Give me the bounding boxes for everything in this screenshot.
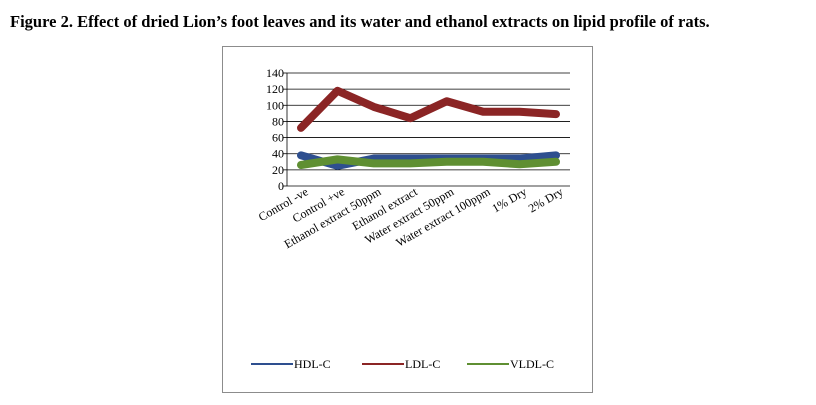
y-tick-label: 0 [278, 179, 284, 193]
legend-label: LDL-C [405, 357, 440, 371]
y-tick-label: 100 [266, 98, 284, 112]
y-tick-labels: 0 20 40 60 80 100 120 140 [266, 66, 284, 193]
y-tick-label: 80 [272, 114, 284, 128]
y-tick-label: 60 [272, 131, 284, 145]
gridlines [287, 72, 570, 171]
y-tick-label: 120 [266, 82, 284, 96]
legend: HDL-C LDL-C VLDL-C [251, 357, 554, 371]
series-lines [297, 86, 560, 170]
x-tick-label: 2% Dry [526, 184, 566, 215]
series-line-ldl-c [297, 86, 560, 132]
x-tick-label: 1% Dry [489, 184, 529, 215]
series-line-hdl-c [297, 151, 560, 170]
chart-frame [222, 46, 593, 393]
legend-label: HDL-C [294, 357, 331, 371]
axes [283, 72, 570, 187]
y-tick-label: 20 [272, 163, 284, 177]
y-tick-label: 40 [272, 147, 284, 161]
figure-caption: Figure 2. Effect of dried Lion’s foot le… [10, 12, 710, 31]
y-tick-label: 140 [266, 66, 284, 80]
series-line-vldl-c [297, 155, 560, 170]
legend-label: VLDL-C [510, 357, 554, 371]
